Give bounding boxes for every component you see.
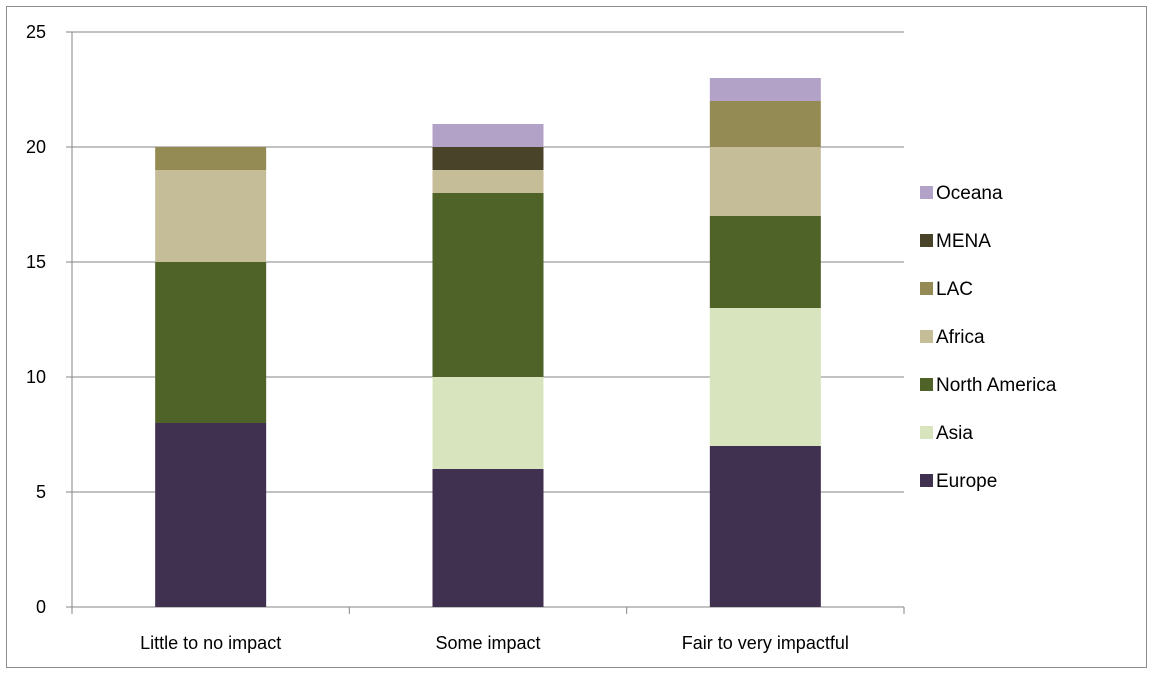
bar-segment-asia	[709, 308, 821, 446]
legend-label: MENA	[936, 231, 991, 252]
bar-segment-europe	[155, 423, 267, 607]
legend-label: Oceana	[936, 183, 1003, 204]
bar-segment-north-america	[432, 193, 544, 377]
legend-swatch	[920, 282, 933, 295]
y-tick-label: 25	[26, 22, 46, 42]
legend-swatch	[920, 474, 933, 487]
bar-segment-lac	[155, 147, 267, 170]
bar-segment-europe	[709, 446, 821, 607]
legend-label: Africa	[936, 327, 985, 348]
legend-label: North America	[936, 375, 1057, 396]
y-tick-label: 10	[26, 367, 46, 387]
legend-swatch	[920, 234, 933, 247]
bar-segment-oceana	[709, 78, 821, 101]
legend-label: Asia	[936, 423, 973, 444]
bar-segment-oceana	[432, 124, 544, 147]
y-tick-label: 20	[26, 137, 46, 157]
legend-swatch	[920, 186, 933, 199]
y-tick-label: 0	[36, 597, 46, 617]
x-tick-label: Little to no impact	[140, 633, 281, 653]
x-tick-label: Some impact	[435, 633, 540, 653]
bar-segment-lac	[709, 101, 821, 147]
bar-segment-north-america	[709, 216, 821, 308]
bars	[155, 78, 821, 607]
x-tick-label: Fair to very impactful	[682, 633, 849, 653]
y-tick-label: 5	[36, 482, 46, 502]
bar-segment-mena	[432, 147, 544, 170]
bar-segment-europe	[432, 469, 544, 607]
bar-segment-africa	[709, 147, 821, 216]
legend-swatch	[920, 330, 933, 343]
bar-segment-asia	[432, 377, 544, 469]
y-tick-label: 15	[26, 252, 46, 272]
legend-swatch	[920, 378, 933, 391]
bar-segment-africa	[155, 170, 267, 262]
legend: Oceana MENA LAC Africa North America Asia Euro…	[920, 183, 1057, 492]
legend-label: LAC	[936, 279, 973, 300]
legend-swatch	[920, 426, 933, 439]
legend-label: Europe	[936, 471, 997, 492]
bar-segment-north-america	[155, 262, 267, 423]
bar-segment-africa	[432, 170, 544, 193]
